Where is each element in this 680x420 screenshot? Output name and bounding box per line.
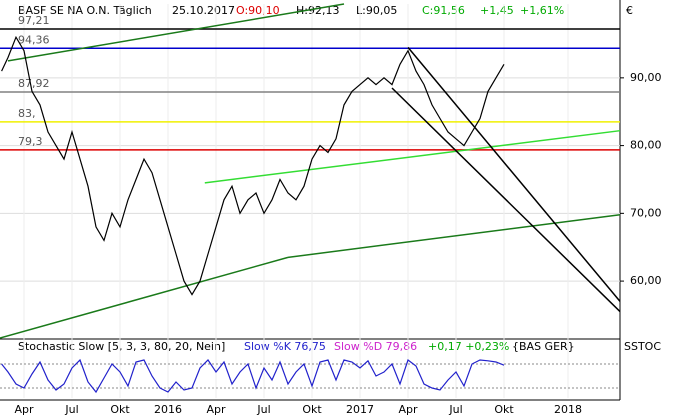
stoch-axis-label: SSTOC — [624, 340, 661, 353]
trend-line — [391, 87, 621, 313]
x-tick-label: 2018 — [554, 403, 582, 416]
x-tick-label: 2016 — [154, 403, 182, 416]
level-label: 79,3 — [18, 135, 43, 148]
x-tick-label: Apr — [14, 403, 34, 416]
x-tick-label: Okt — [494, 403, 514, 416]
stoch-label: Stochastic Slow [5, 3, 3, 80, 20, Nein] — [18, 340, 225, 353]
open: O:90,10 — [236, 4, 280, 17]
trend-line — [0, 256, 289, 339]
y-tick-label: 70,00 — [630, 206, 662, 219]
y-tick-label: 60,00 — [630, 274, 662, 287]
stoch-symbol: {BAS GER} — [512, 340, 575, 353]
date: 25.10.2017 — [172, 4, 235, 17]
level-label: 97,21 — [18, 14, 50, 27]
level-label: 87,92 — [18, 77, 50, 90]
x-tick-label: Jul — [448, 403, 462, 416]
stoch-change: +0,17 +0,23% — [428, 340, 509, 353]
price-line — [1, 35, 505, 296]
change-pct: +1,61% — [520, 4, 564, 17]
x-tick-label: Okt — [302, 403, 322, 416]
y-tick-label: 90,00 — [630, 71, 662, 84]
close: C:91,56 — [422, 4, 465, 17]
level-label: 83, — [18, 107, 36, 120]
y-tick-label: 80,00 — [630, 139, 662, 152]
x-tick-label: Apr — [206, 403, 226, 416]
stoch-k: Slow %K 76,75 — [244, 340, 326, 353]
header: BASF SE NA O.N. Täglich 25.10.2017 O:90,… — [18, 4, 633, 17]
x-tick-label: 2017 — [346, 403, 374, 416]
x-tick-label: Jul — [256, 403, 270, 416]
title: BASF SE NA O.N. Täglich — [18, 4, 152, 17]
change: +1,45 — [480, 4, 514, 17]
x-tick-label: Okt — [110, 403, 130, 416]
low: L:90,05 — [356, 4, 397, 17]
stoch-d: Slow %D 79,86 — [334, 340, 417, 353]
x-tick-label: Jul — [64, 403, 78, 416]
currency: € — [626, 4, 633, 17]
stoch-line — [1, 358, 505, 394]
trend-line — [407, 46, 621, 302]
trend-line — [7, 3, 345, 62]
x-tick-label: Apr — [398, 403, 418, 416]
trend-line — [287, 213, 621, 259]
level-label: 94,36 — [18, 33, 50, 46]
trend-line — [204, 129, 621, 184]
